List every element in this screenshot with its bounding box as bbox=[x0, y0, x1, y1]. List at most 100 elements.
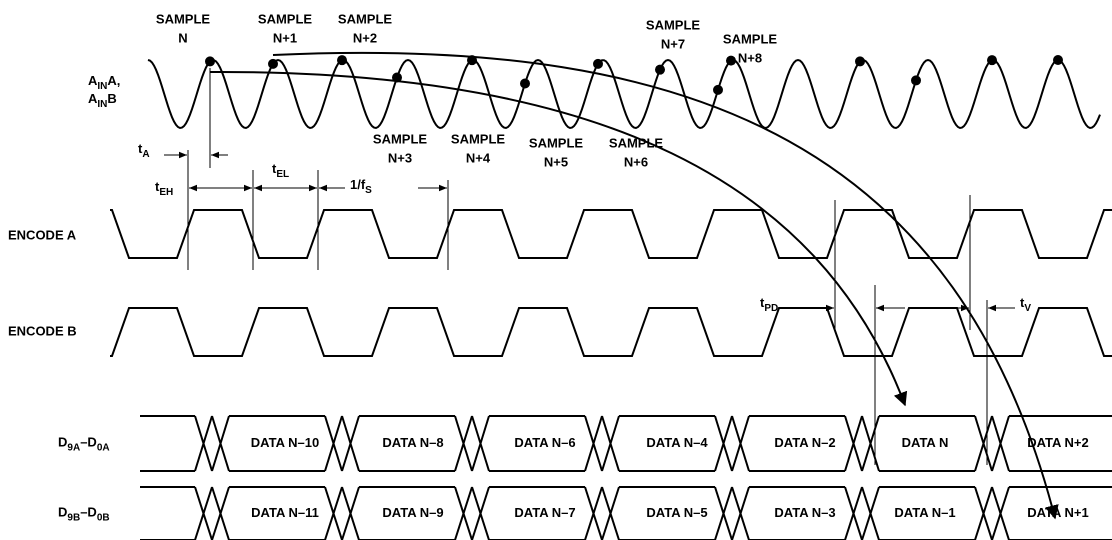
sample-dot bbox=[205, 56, 215, 67]
bus-cross bbox=[454, 486, 473, 540]
label-part: t bbox=[138, 141, 143, 156]
ain-label: AINB bbox=[88, 91, 117, 109]
sample-label: SAMPLE bbox=[529, 135, 584, 150]
bus-cross bbox=[471, 415, 490, 472]
sample-label: N+7 bbox=[661, 36, 685, 51]
sample-label: SAMPLE bbox=[258, 11, 313, 26]
timing-label: tA bbox=[138, 141, 150, 159]
label-part: D bbox=[58, 505, 67, 520]
sample-label: SAMPLE bbox=[646, 17, 701, 32]
label-part: t bbox=[272, 161, 277, 176]
sample-label: N+5 bbox=[544, 154, 568, 169]
sample-label: SAMPLE bbox=[723, 31, 778, 46]
label-part: t bbox=[1020, 295, 1025, 310]
label-part: –D bbox=[80, 505, 97, 520]
label-part: t bbox=[760, 295, 765, 310]
timing-label: tPD bbox=[760, 295, 778, 313]
data-label: DATA N–3 bbox=[774, 505, 835, 520]
sample-dot bbox=[855, 56, 865, 67]
label-part: A bbox=[88, 91, 98, 106]
subscript: IN bbox=[97, 99, 107, 110]
pipeline-arrow bbox=[272, 51, 1059, 520]
bus-cross bbox=[211, 486, 230, 540]
bus-label: D9B–D0B bbox=[58, 505, 110, 523]
subscript: 0A bbox=[97, 442, 110, 453]
label-part: A, bbox=[107, 73, 120, 88]
sample-label: SAMPLE bbox=[451, 131, 506, 146]
subscript: 0B bbox=[97, 512, 110, 523]
bus-cross bbox=[194, 415, 213, 472]
subscript: 9B bbox=[67, 512, 80, 523]
subscript: S bbox=[365, 185, 372, 196]
sample-dot bbox=[911, 75, 921, 86]
bus-cross bbox=[731, 415, 750, 472]
bus-cross bbox=[714, 486, 733, 540]
bus-cross bbox=[341, 415, 360, 472]
label-part: B bbox=[107, 91, 116, 106]
bus-cross bbox=[731, 486, 750, 540]
timing-label: 1/fS bbox=[350, 177, 372, 195]
bus-cross bbox=[211, 415, 230, 472]
encode-a-wave bbox=[110, 209, 1112, 259]
data-label: DATA N+2 bbox=[1027, 435, 1089, 450]
label-part: D bbox=[58, 435, 67, 450]
data-label: DATA N+1 bbox=[1027, 505, 1089, 520]
sample-label: N+4 bbox=[466, 150, 491, 165]
sample-label: SAMPLE bbox=[609, 135, 664, 150]
data-label: DATA N–4 bbox=[646, 435, 708, 450]
sample-dot bbox=[520, 78, 530, 89]
label-part: A bbox=[88, 73, 98, 88]
bus-cross bbox=[194, 486, 213, 540]
label-part: t bbox=[155, 179, 160, 194]
data-label: DATA N–2 bbox=[774, 435, 835, 450]
sample-dot bbox=[337, 55, 347, 66]
subscript: EL bbox=[276, 169, 289, 180]
encode-b-wave bbox=[110, 307, 1112, 357]
subscript: PD bbox=[764, 303, 778, 314]
sample-dot bbox=[713, 84, 723, 95]
sample-dot bbox=[593, 58, 603, 69]
sample-dot bbox=[987, 55, 997, 66]
subscript: IN bbox=[97, 81, 107, 92]
bus-cross bbox=[861, 415, 880, 472]
bus-cross bbox=[974, 415, 993, 472]
analog-input-wave bbox=[147, 58, 1101, 130]
bus-cross bbox=[844, 486, 863, 540]
bus-cross bbox=[341, 486, 360, 540]
timing-label: tEH bbox=[155, 179, 173, 197]
bus-cross bbox=[324, 415, 343, 472]
data-label: DATA N–11 bbox=[251, 505, 319, 520]
sample-label: N+2 bbox=[353, 30, 377, 45]
sample-dot bbox=[1053, 55, 1063, 65]
sample-dot bbox=[268, 58, 278, 69]
data-label: DATA N–8 bbox=[382, 435, 443, 450]
bus-cross bbox=[991, 415, 1010, 472]
bus-cross bbox=[584, 415, 603, 472]
bus-cross bbox=[844, 415, 863, 472]
sample-dot bbox=[655, 64, 665, 75]
signal-label: ENCODE A bbox=[8, 227, 77, 242]
sample-label: N+6 bbox=[624, 154, 648, 169]
bus-cross bbox=[601, 415, 620, 472]
label-part: 1/f bbox=[350, 177, 366, 192]
data-label: DATA N–5 bbox=[646, 505, 707, 520]
sample-label: N+1 bbox=[273, 30, 297, 45]
bus-cross bbox=[471, 486, 490, 540]
data-label: DATA N–1 bbox=[894, 505, 955, 520]
sample-label: SAMPLE bbox=[373, 131, 428, 146]
bus-cross bbox=[324, 486, 343, 540]
bus-cross bbox=[601, 486, 620, 540]
subscript: EH bbox=[159, 187, 173, 198]
sample-label: N+8 bbox=[738, 50, 762, 65]
data-label: DATA N bbox=[902, 435, 949, 450]
bus-cross bbox=[454, 415, 473, 472]
subscript: A bbox=[142, 149, 149, 160]
data-label: DATA N–6 bbox=[514, 435, 575, 450]
ain-label: AINA, bbox=[88, 73, 120, 91]
label-part: –D bbox=[80, 435, 97, 450]
sample-dot bbox=[726, 55, 736, 66]
data-label: DATA N–9 bbox=[382, 505, 443, 520]
signal-label: ENCODE B bbox=[8, 323, 77, 338]
sample-label: N+3 bbox=[388, 150, 412, 165]
